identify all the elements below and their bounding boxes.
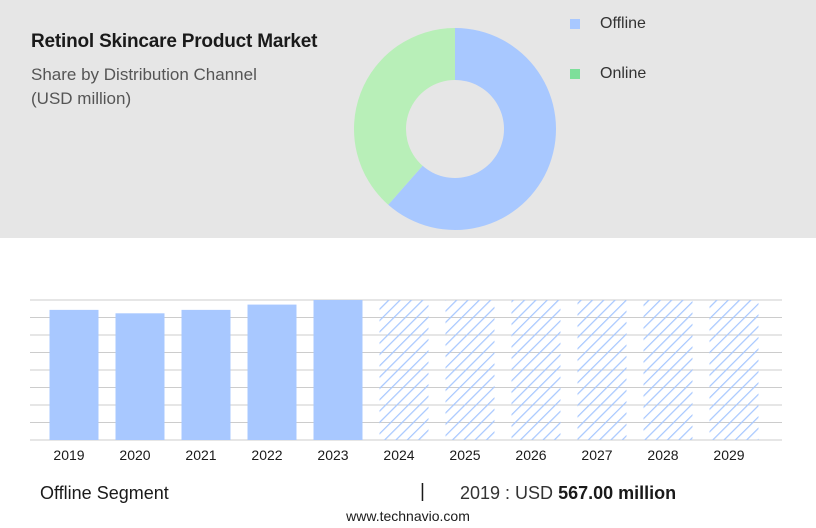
forecast-bar-2024 bbox=[379, 300, 429, 440]
unit-text: (USD million) bbox=[31, 89, 132, 108]
legend-item-offline: Offline bbox=[570, 14, 646, 34]
legend-swatch-offline bbox=[570, 19, 580, 29]
bar-chart: 2019 2020 2021 2022 2023 2024 2025 2026 2027 2028… bbox=[30, 299, 782, 463]
x-tick-2021: 2021 bbox=[185, 447, 216, 463]
subtitle-text: Share by Distribution Channel bbox=[31, 65, 257, 84]
bar-2021 bbox=[181, 309, 231, 440]
legend-label-offline: Offline bbox=[600, 15, 646, 32]
x-tick-2023: 2023 bbox=[317, 447, 348, 463]
source-link[interactable]: www.technavio.com bbox=[346, 508, 470, 524]
footer-segment: Offline Segment bbox=[40, 483, 169, 503]
donut-slice-online bbox=[354, 28, 455, 205]
x-tick-2024: 2024 bbox=[383, 447, 414, 463]
forecast-bar-2025 bbox=[445, 300, 495, 440]
bar-2019 bbox=[49, 309, 99, 440]
chart-title: Retinol Skincare Product Market bbox=[31, 31, 318, 52]
legend-label-online: Online bbox=[600, 65, 647, 82]
forecast-bar-2029 bbox=[709, 300, 759, 440]
chart-subtitle: Share by Distribution Channel (USD milli… bbox=[31, 63, 331, 111]
footer-year-label: 2019 : USD bbox=[460, 483, 554, 503]
forecast-bar-2026 bbox=[511, 300, 561, 440]
bar-2022 bbox=[247, 304, 297, 440]
x-tick-2026: 2026 bbox=[515, 447, 546, 463]
legend: Offline Online bbox=[570, 14, 646, 114]
forecast-bar-2027 bbox=[577, 300, 627, 440]
x-tick-2028: 2028 bbox=[647, 447, 678, 463]
footer-amount: 567.00 million bbox=[558, 483, 677, 503]
x-tick-2019: 2019 bbox=[53, 447, 84, 463]
x-tick-2020: 2020 bbox=[119, 447, 150, 463]
forecast-bar-2028 bbox=[643, 300, 693, 440]
legend-swatch-online bbox=[570, 69, 580, 79]
footer-value: 2019 : USD 567.00 million bbox=[460, 483, 676, 504]
bar-2023 bbox=[313, 300, 363, 440]
legend-item-online: Online bbox=[570, 64, 646, 84]
x-tick-2025: 2025 bbox=[449, 447, 480, 463]
footer-divider: | bbox=[420, 481, 425, 502]
bar-2020 bbox=[115, 313, 165, 440]
donut-chart bbox=[354, 28, 556, 230]
x-tick-2029: 2029 bbox=[713, 447, 744, 463]
x-tick-2022: 2022 bbox=[251, 447, 282, 463]
donut-slice-offline bbox=[388, 28, 556, 230]
x-tick-2027: 2027 bbox=[581, 447, 612, 463]
